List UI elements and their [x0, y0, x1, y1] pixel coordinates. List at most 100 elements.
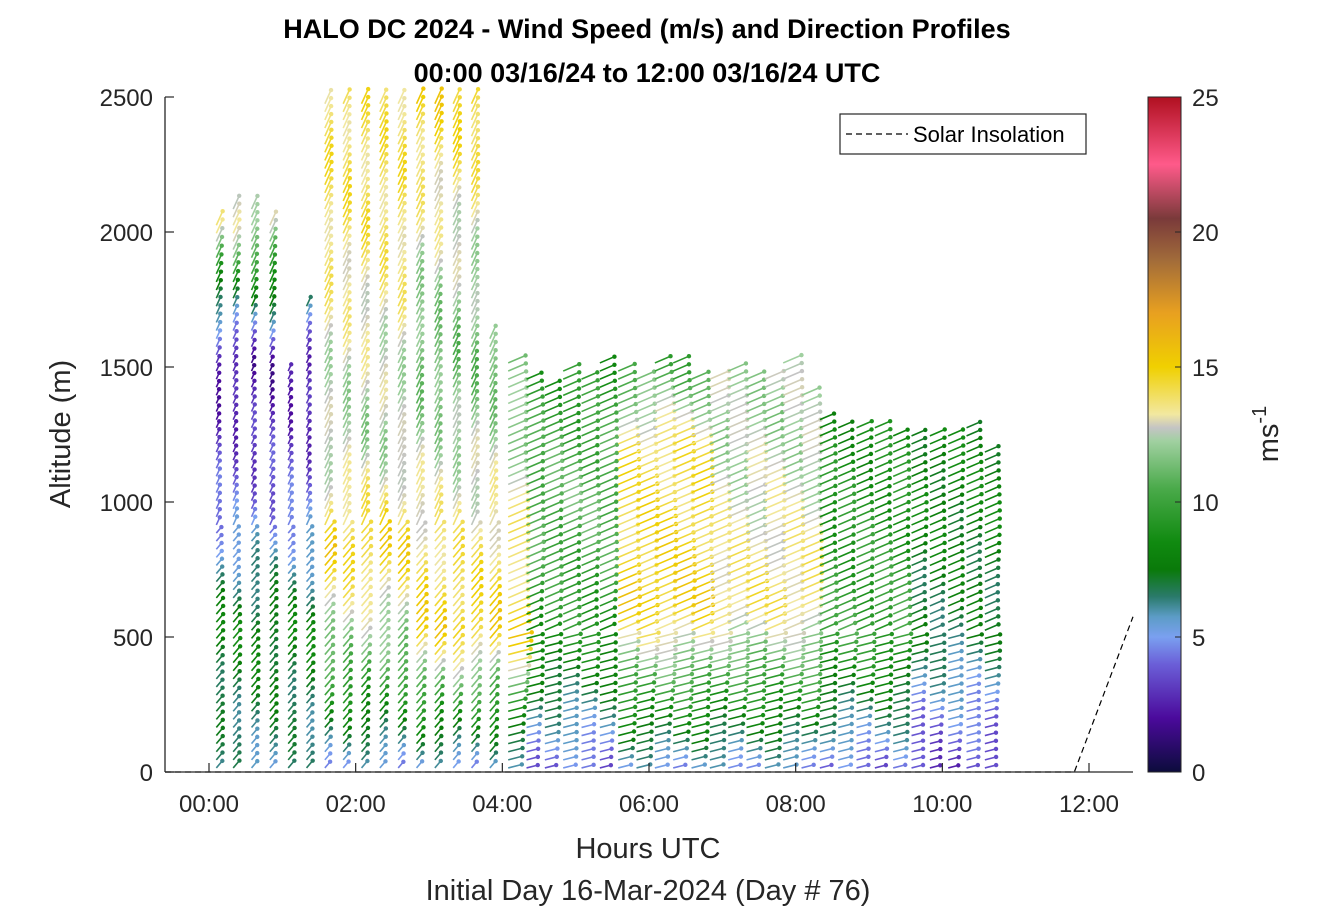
wind-barb-head: [365, 445, 370, 450]
wind-barb: [618, 697, 636, 704]
wind-barb-head: [923, 664, 928, 670]
wind-barb-head: [255, 758, 260, 764]
wind-barb: [782, 548, 804, 559]
wind-barb-head: [252, 483, 257, 488]
wind-barb-head: [252, 459, 257, 464]
wind-barb-head: [272, 243, 278, 249]
wind-barb-head: [438, 283, 443, 288]
wind-barb-head: [423, 536, 428, 541]
wind-barb: [452, 195, 460, 210]
wind-barb-head: [420, 492, 425, 498]
wind-barb-head: [420, 200, 426, 206]
wind-barb: [892, 509, 909, 518]
wind-barb: [819, 542, 836, 550]
wind-barb: [764, 572, 785, 583]
wind-barb-head: [883, 762, 889, 768]
wind-barb: [434, 187, 442, 202]
wind-barb: [452, 89, 461, 105]
wind-barb-head: [328, 347, 333, 353]
wind-barb-head: [423, 568, 429, 573]
wind-barb-head: [220, 725, 225, 731]
wind-barb: [801, 706, 819, 713]
wind-barb-head: [420, 476, 425, 481]
wind-barb-head: [272, 294, 277, 299]
wind-barb-head: [368, 592, 373, 598]
wind-barb-head: [977, 419, 983, 425]
wind-barb-head: [979, 459, 984, 465]
wind-barb-head: [328, 751, 333, 756]
wind-barb: [691, 747, 707, 753]
wind-barb-head: [977, 549, 982, 554]
wind-barb-head: [708, 655, 713, 660]
wind-barb-head: [216, 403, 222, 408]
wind-barb: [397, 405, 405, 420]
wind-barb: [415, 538, 427, 550]
wind-barb-head: [220, 587, 226, 593]
wind-barb-head: [460, 649, 465, 654]
wind-barb-head: [496, 641, 502, 646]
wind-barb-head: [475, 209, 480, 214]
wind-barb-head: [576, 572, 581, 578]
wind-barb: [544, 573, 562, 583]
wind-barb: [727, 564, 749, 575]
wind-barb: [434, 578, 445, 591]
wind-barb: [819, 714, 835, 721]
wind-barb-head: [419, 381, 425, 386]
wind-barb: [470, 268, 479, 283]
wind-barb: [397, 586, 409, 599]
wind-barb: [837, 493, 855, 502]
wind-barb-head: [558, 596, 564, 602]
wind-barb-head: [557, 705, 562, 710]
wind-barb-head: [328, 477, 334, 482]
wind-barb: [379, 611, 390, 623]
wind-barb-head: [419, 389, 425, 394]
wind-barb-head: [959, 541, 965, 546]
wind-barb: [360, 234, 369, 250]
wind-barb: [819, 633, 838, 640]
wind-barb-head: [888, 688, 893, 694]
wind-barb-head: [384, 249, 389, 254]
wind-barb-head: [420, 111, 426, 116]
wind-barb-head: [959, 508, 964, 514]
wind-barb-head: [420, 509, 425, 514]
wind-barb: [470, 495, 479, 510]
wind-barb-head: [594, 572, 600, 578]
wind-barb: [654, 621, 675, 631]
wind-barb: [434, 309, 442, 323]
wind-barb-head: [348, 692, 353, 697]
wind-barb: [397, 308, 406, 323]
wind-barb: [415, 438, 424, 453]
wind-barb-head: [924, 632, 930, 637]
wind-barb: [470, 145, 479, 161]
wind-barb-head: [594, 605, 599, 610]
wind-barb: [342, 478, 351, 493]
wind-barb: [654, 515, 677, 526]
wind-barb: [581, 633, 599, 640]
wind-barb-head: [656, 630, 661, 635]
wind-barb: [782, 410, 802, 421]
wind-barb-head: [402, 412, 407, 417]
wind-barb-head: [995, 573, 1001, 579]
wind-barb: [893, 731, 908, 737]
wind-barb: [691, 458, 713, 469]
wind-barb: [508, 672, 529, 680]
wind-barb-head: [347, 476, 352, 481]
wind-barb: [636, 427, 656, 437]
wind-barb: [489, 617, 501, 631]
wind-barb: [727, 500, 748, 510]
wind-barb-head: [745, 647, 750, 652]
wind-barb-head: [995, 606, 1001, 611]
wind-barb: [342, 235, 351, 250]
wind-barb-head: [331, 609, 336, 615]
wind-barb-head: [458, 691, 464, 697]
wind-barb-head: [833, 656, 838, 661]
wind-barb: [508, 730, 524, 737]
wind-barb-head: [292, 758, 297, 763]
wind-barb-head: [536, 730, 542, 735]
wind-barb: [636, 689, 654, 696]
wind-barb-head: [956, 763, 961, 768]
wind-barb: [489, 470, 497, 485]
wind-barb-head: [591, 722, 597, 727]
wind-barb: [452, 676, 463, 688]
wind-barb-head: [236, 718, 242, 723]
